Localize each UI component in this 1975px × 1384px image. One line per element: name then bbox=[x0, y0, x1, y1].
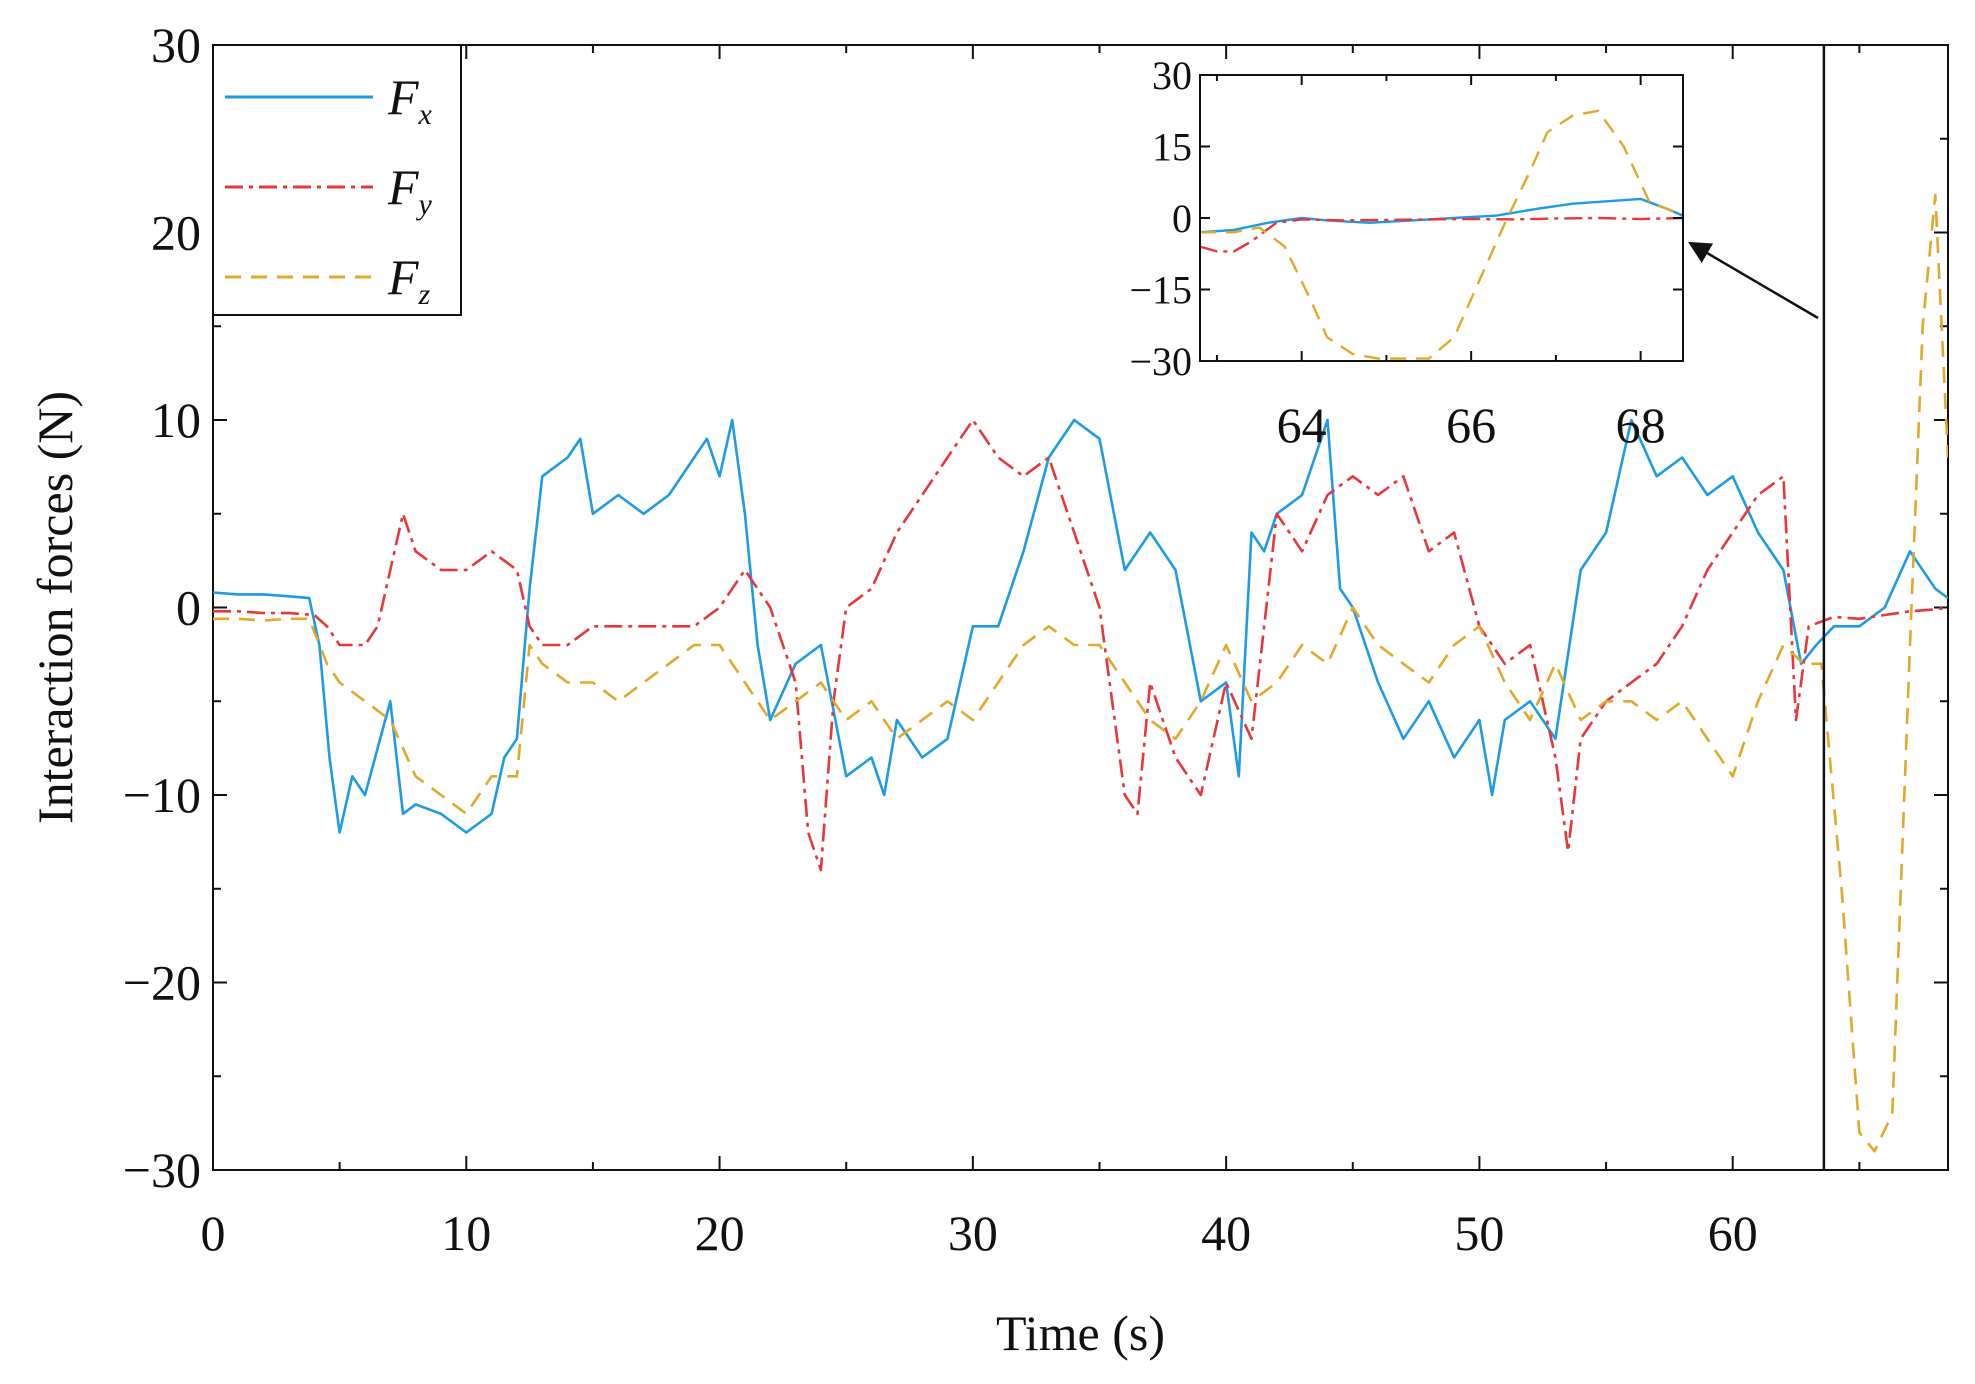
inset-series-line-fz bbox=[1200, 109, 1683, 360]
main-plot-frame bbox=[212, 44, 1949, 1171]
inset-x-tick-label: 66 bbox=[1446, 397, 1496, 453]
legend-symbol: F bbox=[387, 249, 419, 305]
legend-symbol: F bbox=[387, 69, 419, 125]
legend-subscript: y bbox=[416, 188, 433, 221]
series-line-fy bbox=[213, 418, 1948, 872]
x-tick-label: 30 bbox=[948, 1205, 998, 1261]
x-tick-label: 60 bbox=[1708, 1205, 1758, 1261]
y-tick-label: 30 bbox=[151, 17, 201, 73]
y-tick-label: −10 bbox=[123, 767, 201, 823]
inset-y-tick-label: 0 bbox=[1172, 196, 1192, 241]
legend-label-fz: Fz bbox=[387, 249, 431, 311]
y-axis-label: Interaction forces (N) bbox=[27, 391, 83, 824]
legend-label-fx: Fx bbox=[387, 69, 433, 131]
inset-y-tick-label: −15 bbox=[1129, 268, 1192, 313]
inset-pointer-arrow bbox=[1688, 241, 1819, 320]
x-tick-label: 40 bbox=[1201, 1205, 1251, 1261]
y-tick-label: 0 bbox=[176, 580, 201, 636]
legend-subscript: z bbox=[418, 278, 431, 311]
legend-box bbox=[212, 44, 462, 316]
inset-series-line-fy bbox=[1200, 216, 1683, 253]
inset-y-tick-label: 15 bbox=[1152, 125, 1192, 170]
x-tick-label: 50 bbox=[1454, 1205, 1504, 1261]
x-tick-label: 20 bbox=[695, 1205, 745, 1261]
main-plot: −30 −20 −10 0 10 20 30 0 10 20 30 40 50 60 Time (s) Int… bbox=[27, 17, 1949, 1361]
x-tick-label: 0 bbox=[201, 1205, 226, 1261]
series-line-fx bbox=[213, 418, 1948, 834]
inset-y-tick-label: −30 bbox=[1129, 339, 1192, 384]
series-line-fz bbox=[213, 193, 1948, 1153]
inset-x-tick-label: 64 bbox=[1277, 397, 1327, 453]
inset-y-tick-label: 30 bbox=[1152, 53, 1192, 98]
x-tick-label: 10 bbox=[441, 1205, 491, 1261]
y-tick-label: −20 bbox=[123, 955, 201, 1011]
inset-plot: −30 −15 0 15 30 64 66 68 bbox=[1129, 53, 1819, 453]
y-tick-label: 10 bbox=[151, 392, 201, 448]
legend-subscript: x bbox=[418, 98, 433, 131]
legend-label-fy: Fy bbox=[387, 159, 433, 221]
y-tick-label: 20 bbox=[151, 205, 201, 261]
legend-symbol: F bbox=[387, 159, 419, 215]
y-tick-label: −30 bbox=[123, 1142, 201, 1198]
x-axis-label: Time (s) bbox=[996, 1305, 1165, 1361]
inset-x-tick-label: 68 bbox=[1616, 397, 1666, 453]
